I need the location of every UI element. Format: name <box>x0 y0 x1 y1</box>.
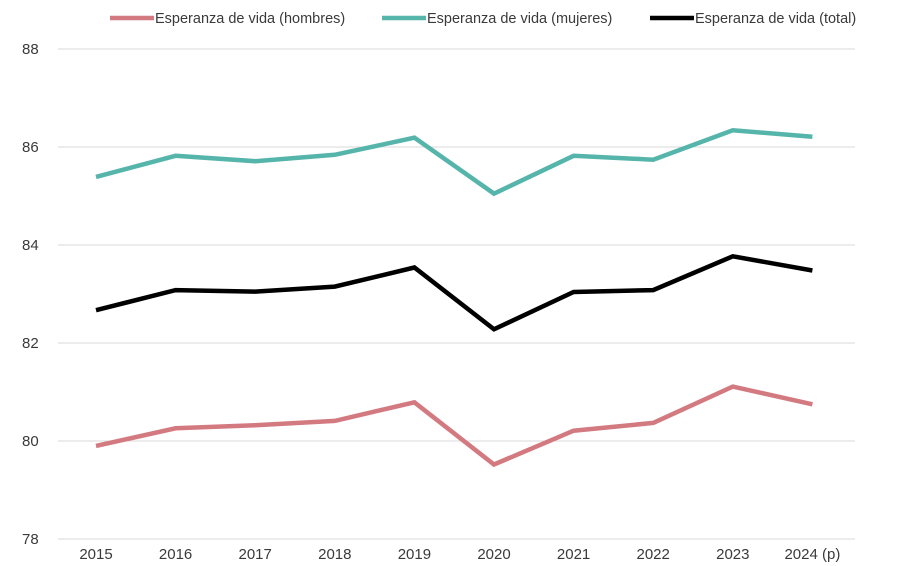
data-point <box>810 402 814 406</box>
data-point <box>333 285 337 289</box>
y-tick-label: 88 <box>22 41 39 58</box>
x-tick-label: 2019 <box>398 546 431 563</box>
x-tick-label: 2020 <box>477 546 510 563</box>
data-point <box>651 421 655 425</box>
data-point <box>731 385 735 389</box>
data-point <box>810 135 814 139</box>
legend-label: Esperanza de vida (mujeres) <box>427 11 612 27</box>
series-line <box>95 128 813 197</box>
x-tick-label: 2023 <box>716 546 749 563</box>
data-point <box>94 444 98 448</box>
x-tick-label: 2018 <box>318 546 351 563</box>
legend-item: Esperanza de vida (total) <box>650 11 856 27</box>
x-tick-label: 2022 <box>637 546 670 563</box>
data-point <box>492 463 496 467</box>
grid-layer <box>58 48 855 540</box>
legend-item: Esperanza de vida (mujeres) <box>382 11 612 27</box>
data-point <box>731 128 735 132</box>
data-point <box>492 192 496 196</box>
legend-label: Esperanza de vida (total) <box>695 11 856 27</box>
data-point <box>174 288 178 292</box>
x-tick-label: 2024 (p) <box>784 546 840 563</box>
data-point <box>810 268 814 272</box>
data-point <box>94 175 98 179</box>
data-point <box>94 308 98 312</box>
data-point <box>651 158 655 162</box>
data-point <box>572 429 576 433</box>
y-tick-label: 80 <box>22 433 39 450</box>
legend-item: Esperanza de vida (hombres) <box>110 11 345 27</box>
y-tick-label: 84 <box>22 237 39 254</box>
y-tick-label: 78 <box>22 531 39 548</box>
data-point <box>412 266 416 270</box>
series-layer <box>94 128 814 468</box>
data-point <box>253 159 257 163</box>
data-point <box>412 136 416 140</box>
x-tick-label: 2015 <box>79 546 112 563</box>
series-line <box>95 253 813 332</box>
legend-label: Esperanza de vida (hombres) <box>155 11 345 27</box>
y-tick-label: 82 <box>22 335 39 352</box>
data-point <box>731 254 735 258</box>
series-2 <box>94 253 814 332</box>
series-0 <box>94 384 814 468</box>
x-tick-label: 2021 <box>557 546 590 563</box>
y-tick-label: 86 <box>22 139 39 156</box>
data-point <box>333 153 337 157</box>
data-point <box>412 400 416 404</box>
data-point <box>174 154 178 158</box>
series-1 <box>94 128 814 197</box>
x-tick-label: 2017 <box>239 546 272 563</box>
data-point <box>572 290 576 294</box>
y-axis-ticks: 78 80 82 84 86 88 <box>22 41 39 548</box>
data-point <box>492 327 496 331</box>
data-point <box>333 419 337 423</box>
legend: Esperanza de vida (hombres) Esperanza de … <box>110 11 856 27</box>
data-point <box>253 290 257 294</box>
data-point <box>253 423 257 427</box>
data-point <box>572 154 576 158</box>
series-line <box>95 384 813 468</box>
x-axis-ticks: 2015 2016 2017 2018 2019 2020 2021 2022 2023 2024… <box>79 546 840 563</box>
data-point <box>174 426 178 430</box>
x-tick-label: 2016 <box>159 546 192 563</box>
data-point <box>651 288 655 292</box>
